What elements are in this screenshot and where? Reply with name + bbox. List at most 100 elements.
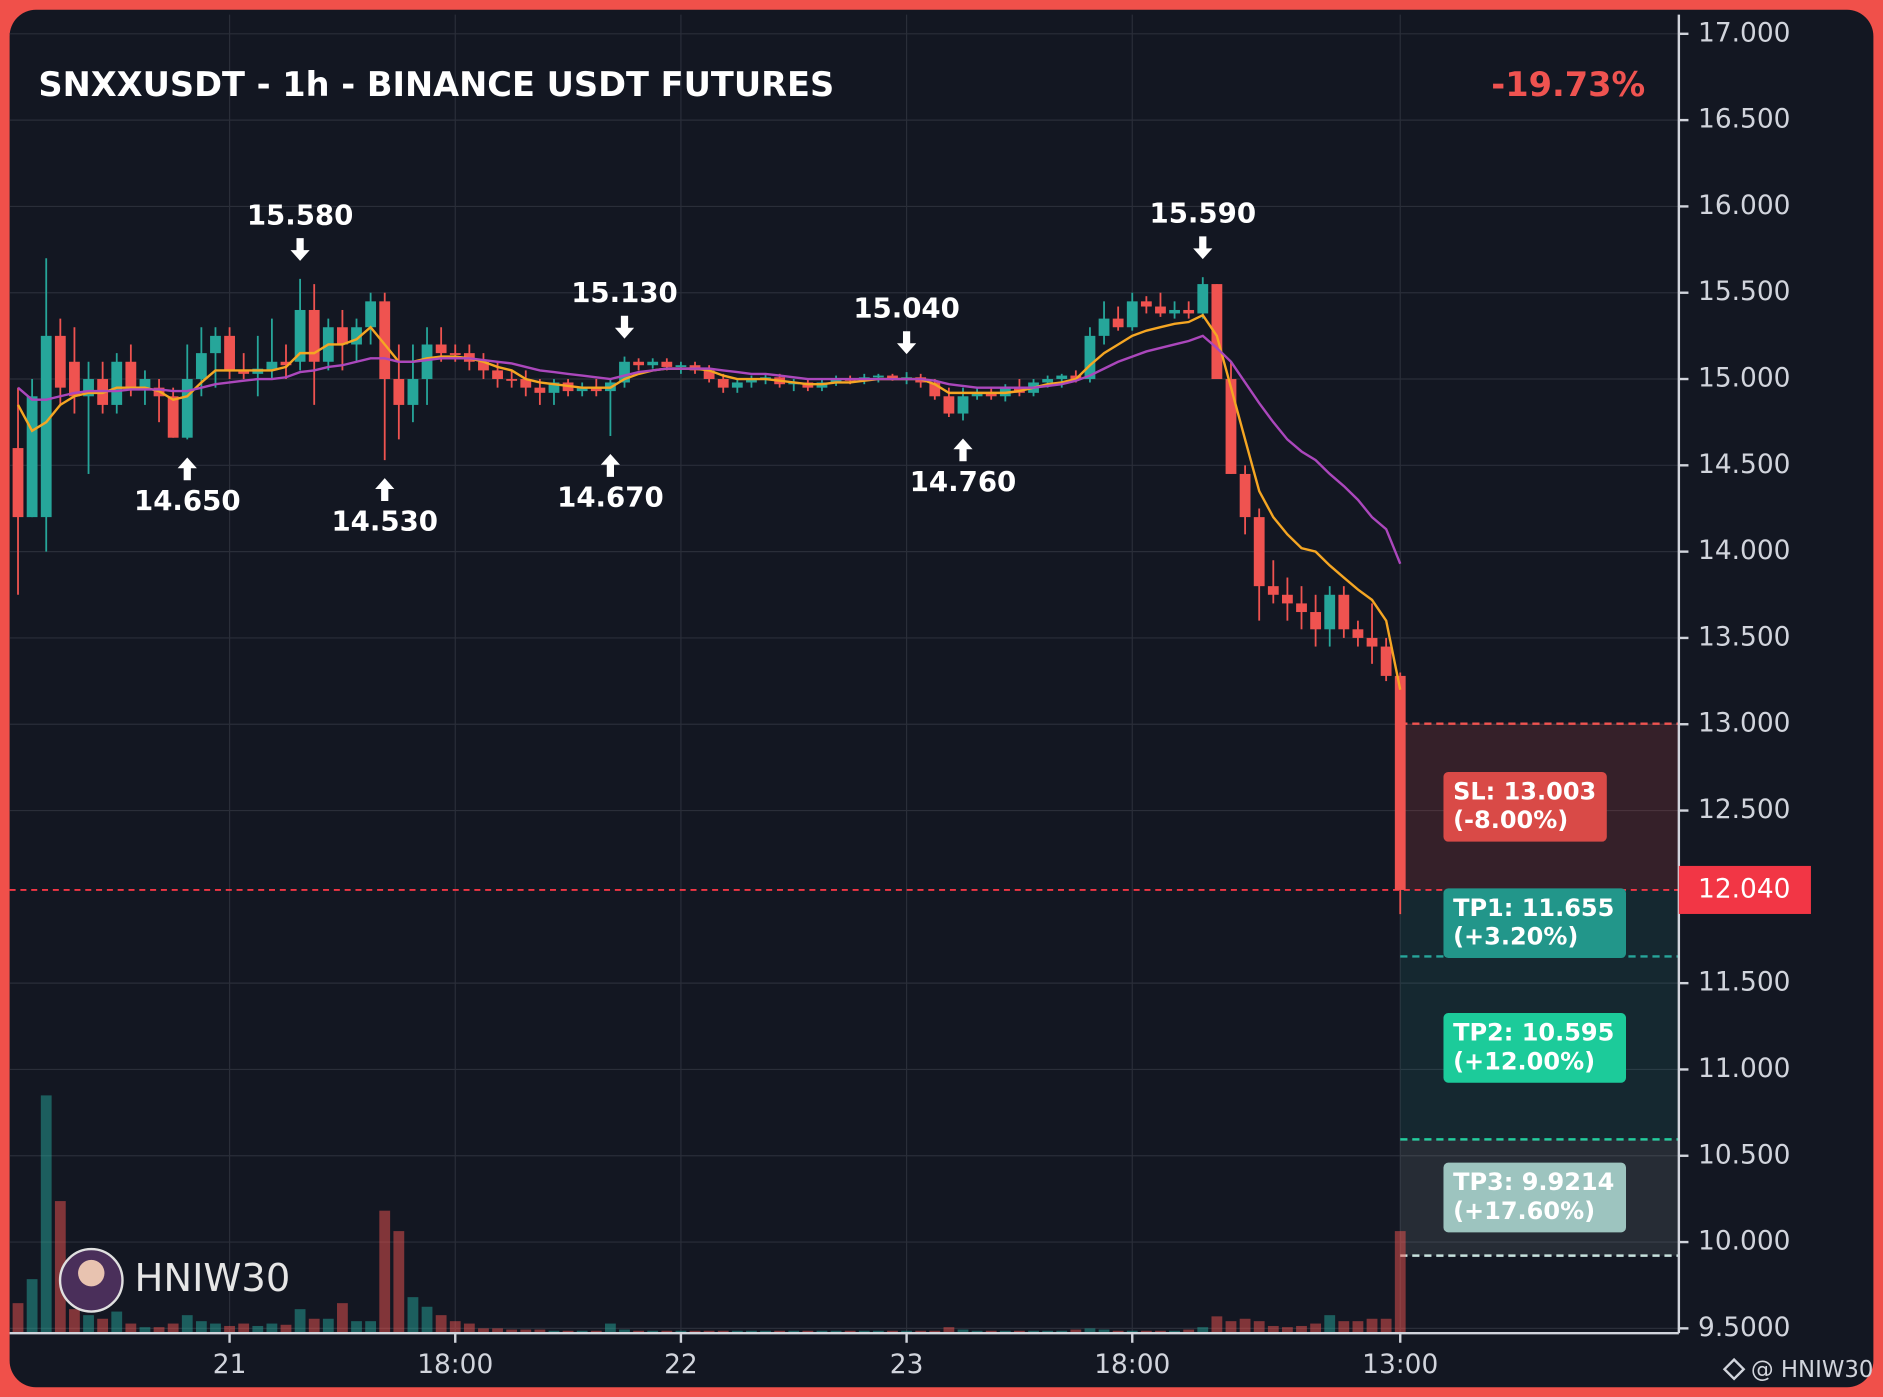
candle-body bbox=[971, 392, 983, 397]
price-tag-label: 12.040 bbox=[1698, 873, 1790, 904]
volume-bar bbox=[322, 1318, 334, 1334]
y-tick-label: 15.500 bbox=[1698, 276, 1790, 307]
volume-bar bbox=[1183, 1329, 1195, 1334]
volume-bar bbox=[167, 1323, 179, 1334]
volume-bar bbox=[1225, 1321, 1237, 1334]
volume-bar bbox=[1098, 1329, 1110, 1334]
arrow-down bbox=[896, 331, 917, 355]
volume-bar bbox=[435, 1315, 447, 1334]
price-tag bbox=[1678, 865, 1811, 914]
axes: 17.000 16.500 16.000 15.500 15.000 14.500 14.0… bbox=[9, 14, 1811, 1380]
volume-bar bbox=[1239, 1318, 1251, 1334]
volume-bar bbox=[181, 1315, 193, 1334]
candle-body bbox=[54, 335, 66, 388]
volume-bar bbox=[97, 1318, 109, 1334]
candle-body bbox=[1155, 306, 1166, 314]
candle-body bbox=[647, 361, 659, 366]
candle-body bbox=[830, 379, 842, 383]
volume-bar bbox=[1267, 1325, 1279, 1334]
candle-body bbox=[548, 382, 560, 393]
level-box bbox=[1443, 1013, 1627, 1083]
candle-body bbox=[280, 361, 292, 366]
level-label: TP2: 10.595 bbox=[1453, 1018, 1614, 1046]
candle-body bbox=[1056, 375, 1068, 380]
volume-bar bbox=[266, 1323, 278, 1334]
y-tick-label: 12.500 bbox=[1698, 794, 1790, 825]
level-box bbox=[1443, 772, 1607, 842]
volume-bar bbox=[1084, 1328, 1096, 1334]
volume-bar bbox=[210, 1323, 221, 1334]
y-tick-label: 10.000 bbox=[1698, 1226, 1790, 1257]
level-label: TP3: 9.9214 bbox=[1453, 1168, 1614, 1196]
candle-body bbox=[1197, 284, 1209, 314]
arrow-down bbox=[290, 238, 310, 261]
volume-bar bbox=[1324, 1315, 1336, 1334]
candle-body bbox=[1098, 318, 1110, 336]
candle-body bbox=[294, 309, 306, 362]
candle-body bbox=[1183, 309, 1195, 314]
panel bbox=[9, 9, 1874, 1388]
candle-body bbox=[26, 396, 38, 518]
level-box bbox=[1443, 1162, 1627, 1233]
credit: @ HNIW30 bbox=[1751, 1357, 1874, 1383]
y-tick-label: 14.500 bbox=[1698, 449, 1790, 480]
low-label: 14.530 bbox=[331, 505, 438, 538]
volume-bar bbox=[224, 1325, 235, 1334]
candle-body bbox=[957, 396, 969, 414]
candle-body bbox=[139, 379, 151, 388]
avatar-face bbox=[78, 1259, 105, 1287]
candle-body bbox=[83, 379, 94, 397]
candle-body bbox=[1253, 517, 1265, 587]
candle-body bbox=[1239, 473, 1251, 518]
volume-bar bbox=[492, 1328, 503, 1334]
candle-body bbox=[506, 379, 518, 381]
candle-body bbox=[703, 370, 715, 380]
volume-bar bbox=[379, 1210, 391, 1334]
candle-body bbox=[478, 361, 489, 371]
candle-body bbox=[590, 387, 602, 392]
candles bbox=[12, 258, 1406, 915]
candle-body bbox=[449, 353, 461, 355]
volume-bar bbox=[520, 1329, 532, 1334]
candle-body bbox=[421, 344, 433, 380]
volume-bar bbox=[54, 1201, 66, 1334]
candle-body bbox=[1282, 594, 1293, 604]
candle-body bbox=[1324, 594, 1336, 630]
candle-body bbox=[308, 309, 320, 362]
level-label: TP1: 11.655 bbox=[1453, 894, 1614, 922]
volume-bar bbox=[1352, 1321, 1364, 1334]
x-tick-label: 22 bbox=[664, 1349, 698, 1380]
level-note: (-8.00%) bbox=[1453, 806, 1568, 834]
volume-bar bbox=[463, 1323, 475, 1334]
volume-bar bbox=[421, 1306, 433, 1334]
low-label: 14.650 bbox=[134, 484, 241, 517]
chart-title: SNXXUSDT - 1h - BINANCE USDT FUTURES bbox=[38, 65, 834, 104]
candle-body bbox=[238, 370, 250, 374]
volume-bar bbox=[12, 1303, 24, 1334]
volume-bar bbox=[1366, 1318, 1378, 1334]
candle-body bbox=[351, 327, 362, 345]
level-note: (+12.00%) bbox=[1453, 1047, 1595, 1075]
credit-logo bbox=[1722, 1357, 1746, 1381]
volume-bar bbox=[1380, 1318, 1392, 1334]
y-tick-label: 11.000 bbox=[1698, 1053, 1790, 1084]
candle-body bbox=[379, 301, 391, 380]
volume-bar bbox=[351, 1321, 362, 1334]
candle-body bbox=[210, 335, 221, 354]
annotations: SL: 13.003(-8.00%) TP1: 11.655(+3.20%) TP2… bbox=[134, 197, 1627, 1233]
watermark: HNIW30 bbox=[135, 1256, 291, 1301]
low-label: 14.670 bbox=[557, 480, 664, 513]
candle-body bbox=[1211, 284, 1223, 380]
candle-body bbox=[534, 387, 546, 393]
arrow-up bbox=[177, 457, 197, 481]
volume-bar bbox=[365, 1321, 377, 1334]
candle-body bbox=[1140, 301, 1152, 307]
volume-bar bbox=[1253, 1321, 1265, 1334]
y-tick-label: 13.000 bbox=[1698, 708, 1790, 739]
volume-bar bbox=[604, 1323, 616, 1334]
candle-body bbox=[365, 301, 377, 328]
y-tick-label: 17.000 bbox=[1698, 17, 1790, 48]
candle-body bbox=[633, 361, 645, 366]
candle-body bbox=[943, 396, 955, 414]
y-tick-label: 16.500 bbox=[1698, 104, 1790, 135]
